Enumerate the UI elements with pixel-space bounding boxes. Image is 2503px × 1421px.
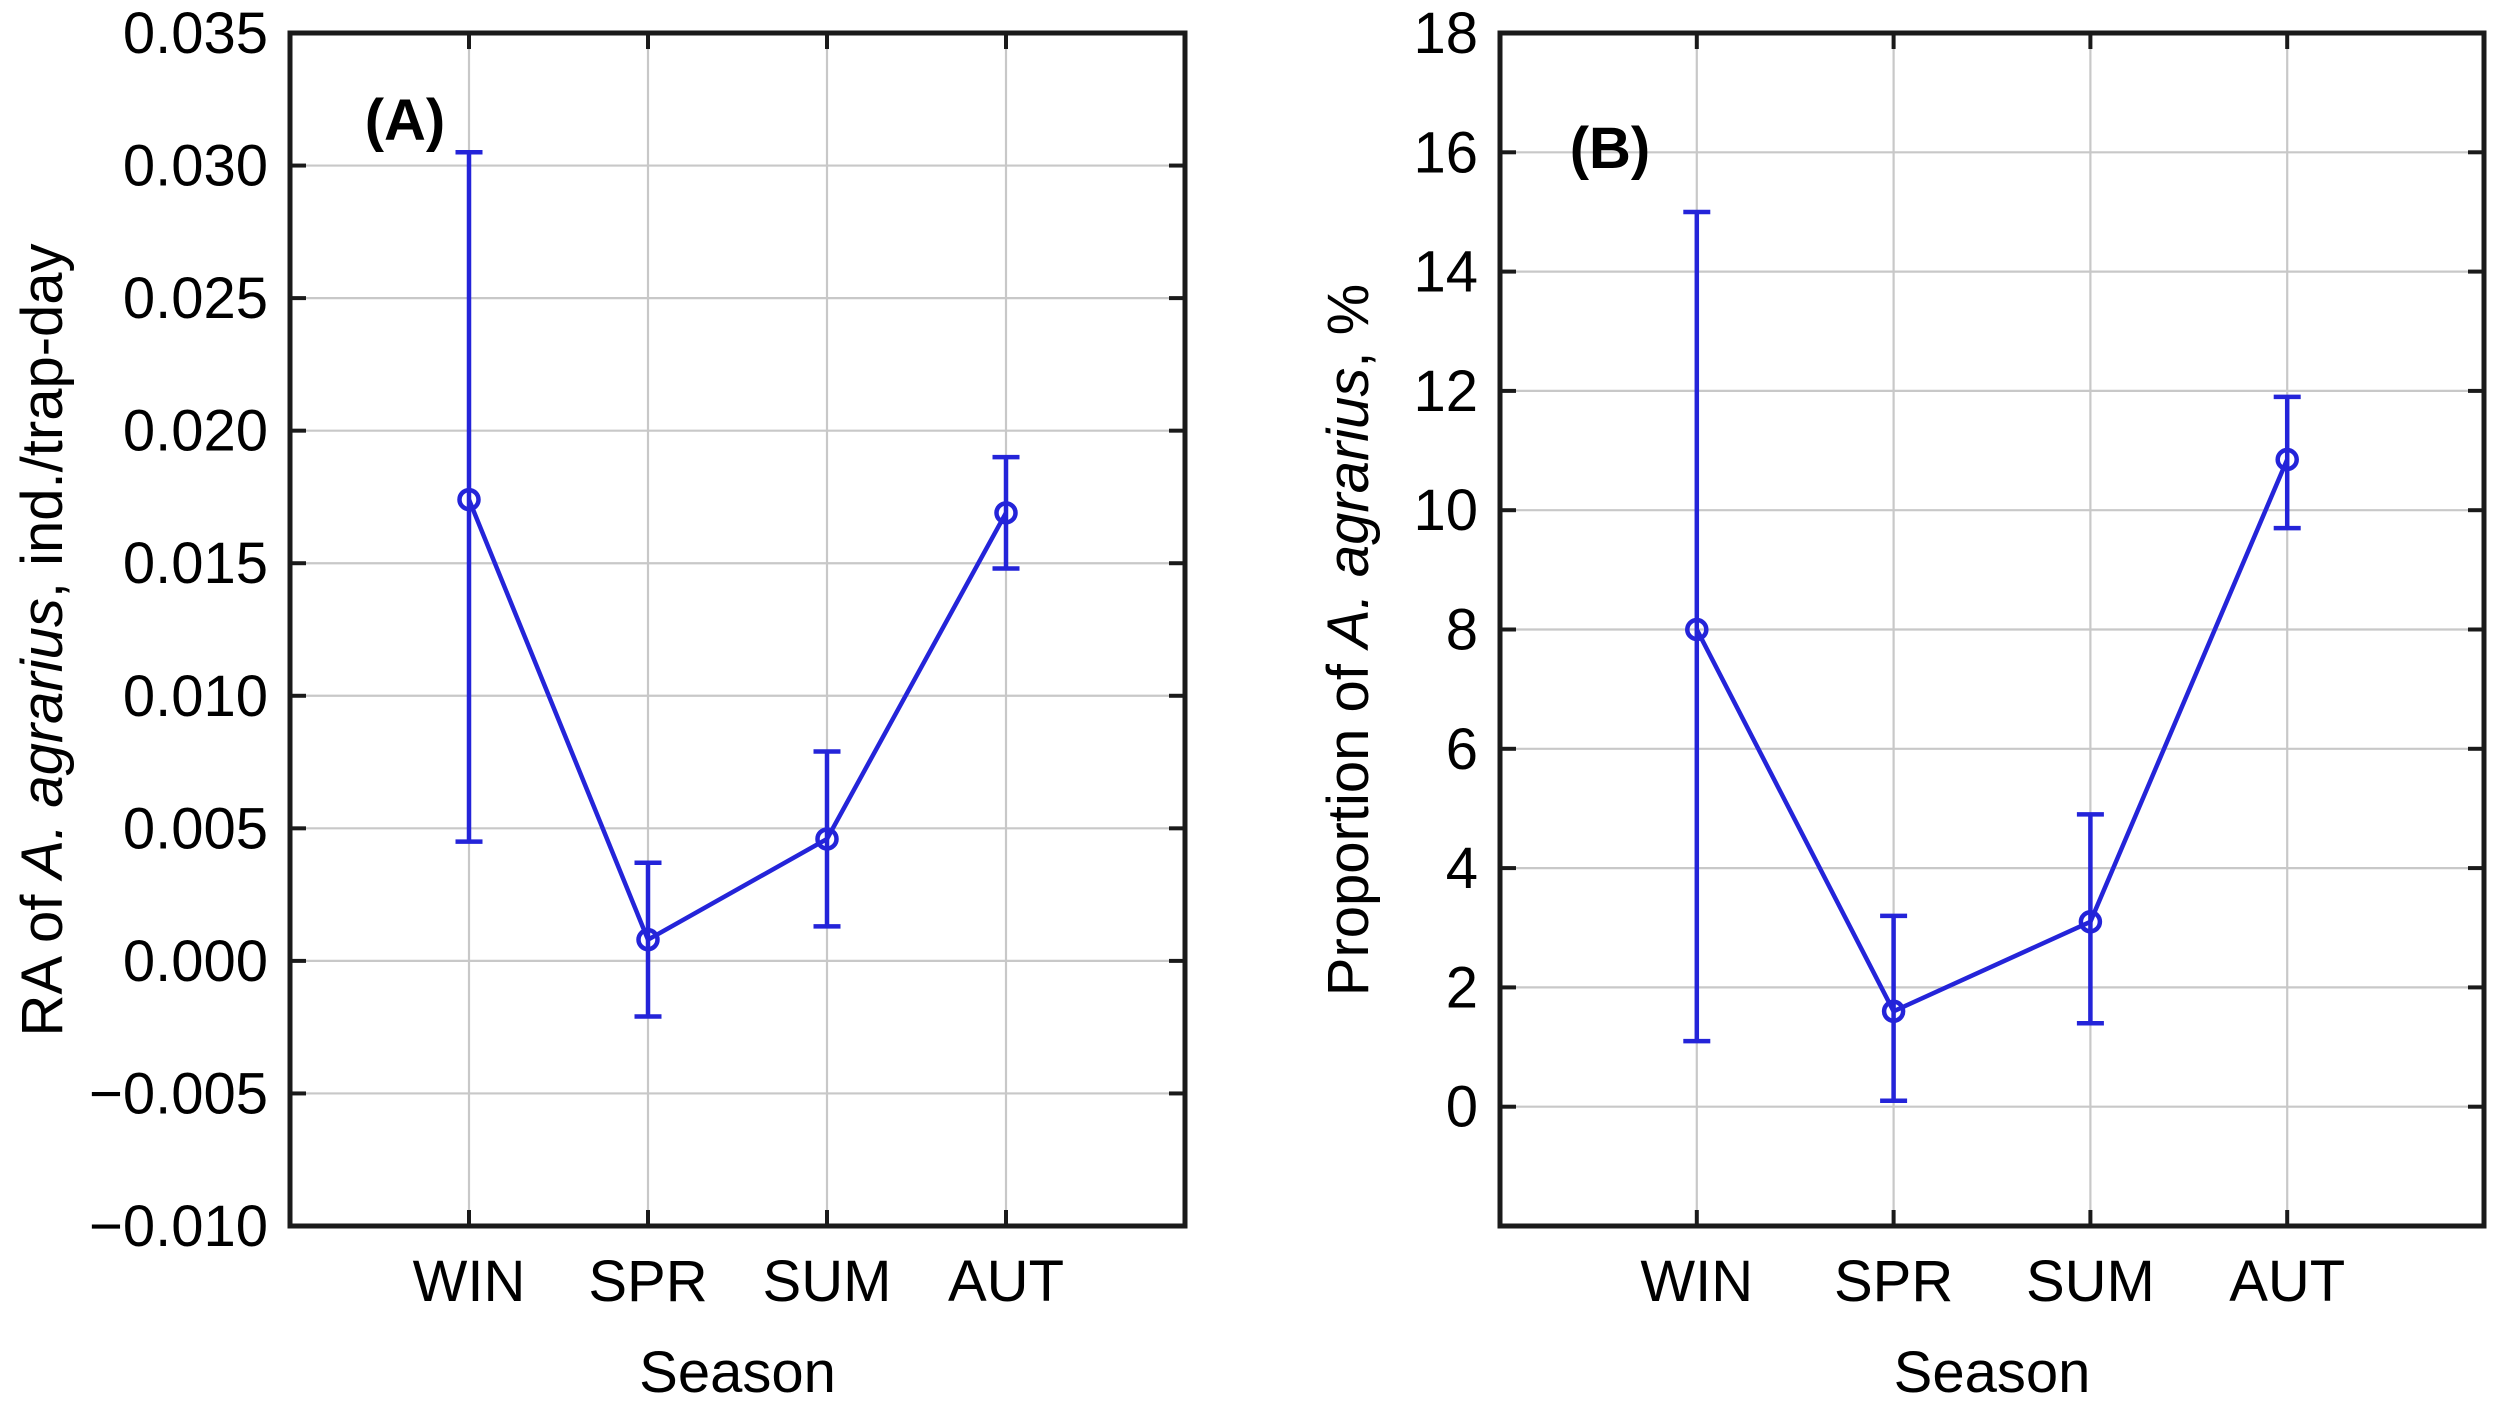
y-tick-label: −0.005 <box>89 1061 268 1126</box>
panel-A: 0.035 0.030 0.025 0.020 0.015 0.010 0.005 0.000… <box>10 1 1188 1405</box>
data-series <box>1683 209 2301 1103</box>
x-tick-label: SPR <box>588 1249 707 1314</box>
data-point-SPR <box>636 927 660 952</box>
y-tick-label: 4 <box>1446 836 1478 901</box>
x-tick-label: SUM <box>763 1249 892 1314</box>
data-point-SUM <box>815 827 839 851</box>
y-tick-label: 0.000 <box>123 929 268 994</box>
x-tick-label: SPR <box>1834 1249 1953 1314</box>
y-tick-label: 0.030 <box>123 134 268 199</box>
y-tick-label: 10 <box>1413 478 1478 543</box>
x-tick-label: AUT <box>948 1249 1064 1314</box>
y-axis-title: RA of A. agrarius, ind./trap-day <box>10 243 75 1036</box>
error-bar-AUT <box>992 454 1020 571</box>
x-tick-label: SUM <box>2026 1249 2155 1314</box>
y-tick-label: 0.015 <box>123 531 268 596</box>
y-tick-label: 0.010 <box>123 664 268 729</box>
plot-frame <box>287 30 1188 1229</box>
y-tick-label: 14 <box>1413 240 1478 305</box>
y-tick-label: 0.005 <box>123 796 268 861</box>
y-tick-label: 0.020 <box>123 399 268 464</box>
y-tick-label: 6 <box>1446 717 1478 782</box>
error-bar-WIN <box>455 150 483 844</box>
panel-B: 18 16 14 12 10 8 6 4 2 0 WIN SPR SUM AUT (B) Season Prop… <box>1316 1 2487 1405</box>
axes-frame <box>1497 30 2487 1229</box>
y-tick-label: 0.025 <box>123 266 268 331</box>
y-tick-label: 0 <box>1446 1075 1478 1140</box>
x-axis-title: Season <box>639 1340 836 1405</box>
data-point-WIN <box>457 487 481 512</box>
error-bar-WIN <box>1683 209 1711 1044</box>
labels: 18 16 14 12 10 8 6 4 2 0 WIN SPR SUM AUT (B) Season Prop… <box>1316 1 2345 1405</box>
mean-line <box>466 498 1008 943</box>
y-tick-label: 2 <box>1446 955 1478 1020</box>
y-tick-label: 12 <box>1413 359 1478 424</box>
y-tick-label: 16 <box>1413 120 1478 185</box>
data-point-SPR <box>1881 999 1906 1024</box>
data-point-WIN <box>1685 617 1709 642</box>
x-axis-title: Season <box>1894 1340 2091 1405</box>
y-tick-label: 18 <box>1413 1 1478 66</box>
gridlines <box>1500 33 2484 1226</box>
x-tick-label: WIN <box>413 1249 526 1314</box>
data-point-AUT <box>994 501 1018 525</box>
panel-letter: (B) <box>1570 116 1651 181</box>
data-series <box>455 150 1020 1019</box>
labels: 0.035 0.030 0.025 0.020 0.015 0.010 0.005 0.000… <box>10 1 1064 1405</box>
panel-letter: (A) <box>365 88 446 153</box>
data-point-AUT <box>2275 447 2299 472</box>
mean-line <box>1694 458 2290 1015</box>
y-tick-label: 0.035 <box>123 1 268 66</box>
y-axis-title: Proportion of A. agrarius, % <box>1316 284 1381 996</box>
x-tick-label: WIN <box>1640 1249 1753 1314</box>
data-point-SUM <box>2078 910 2103 934</box>
y-tick-label: 8 <box>1446 598 1478 663</box>
gridlines <box>290 33 1185 1226</box>
axes-frame <box>287 30 1188 1229</box>
x-tick-label: AUT <box>2229 1249 2345 1314</box>
y-tick-label: −0.010 <box>89 1194 268 1259</box>
